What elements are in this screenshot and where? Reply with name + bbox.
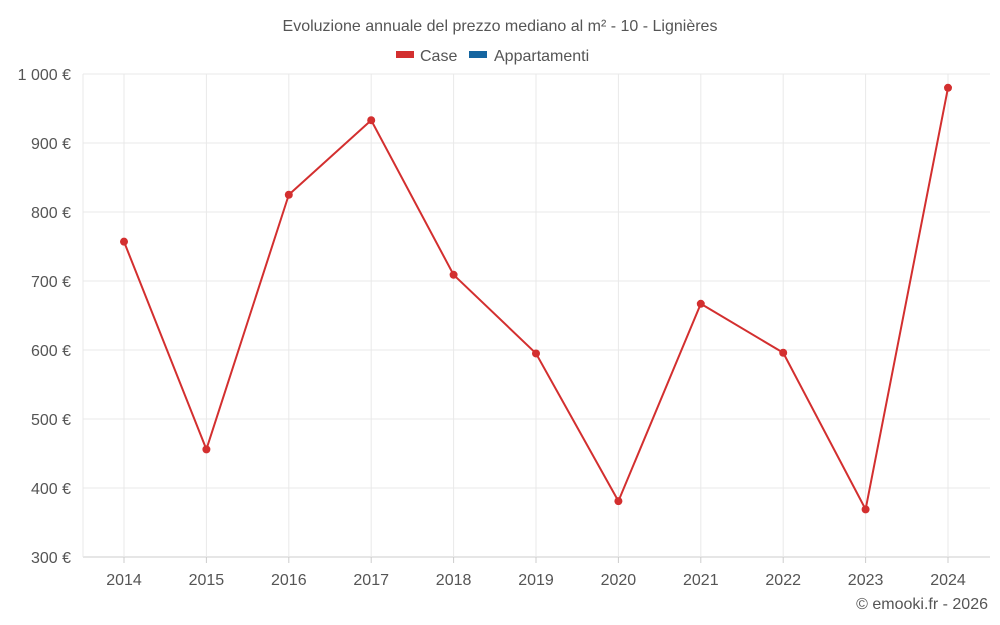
chart-title: Evoluzione annuale del prezzo mediano al…: [283, 18, 718, 35]
y-tick-label: 900 €: [31, 136, 71, 153]
x-tick-label: 2015: [189, 572, 225, 589]
data-point-2020[interactable]: [614, 497, 623, 506]
x-tick-label: 2019: [518, 572, 554, 589]
y-tick-label: 800 €: [31, 205, 71, 222]
x-tick-label: 2017: [353, 572, 389, 589]
y-tick-label: 500 €: [31, 412, 71, 429]
data-point-2022[interactable]: [779, 348, 788, 357]
data-point-2024[interactable]: [944, 83, 952, 92]
x-tick-label: 2020: [601, 572, 637, 589]
x-tick-label: 2014: [106, 572, 142, 589]
data-point-2014[interactable]: [120, 237, 128, 246]
legend-swatch: [396, 51, 414, 58]
legend-label: Appartamenti: [494, 48, 589, 65]
legend-label: Case: [420, 48, 457, 65]
x-tick-label: 2023: [848, 572, 884, 589]
grid-lines: [82, 73, 990, 558]
x-tick-label: 2021: [683, 572, 719, 589]
data-point-2016[interactable]: [284, 190, 293, 199]
legend-item-2[interactable]: Appartamenti: [469, 48, 589, 65]
x-tick-label: 2022: [765, 572, 801, 589]
y-tick-label: 300 €: [31, 550, 71, 567]
legend-item-1[interactable]: Case: [396, 48, 457, 65]
data-point-2018[interactable]: [449, 270, 458, 279]
y-tick-label: 700 €: [31, 274, 71, 291]
y-tick-label: 1 000 €: [18, 67, 71, 84]
credit-text: © emooki.fr - 2026: [856, 596, 988, 613]
y-tick-label: 600 €: [31, 343, 71, 360]
x-tick-label: 2016: [271, 572, 307, 589]
data-point-2017[interactable]: [367, 116, 376, 125]
y-tick-label: 400 €: [31, 481, 71, 498]
chart-legend: Case Appartamenti: [396, 48, 589, 65]
data-point-2015[interactable]: [202, 445, 211, 454]
legend-swatch: [469, 51, 487, 58]
x-tick-label: 2018: [436, 572, 472, 589]
y-axis-ticks: 300 € 400 € 500 € 600 € 700 € 800 € 900 € 1 000…: [18, 67, 71, 567]
x-tick-label: 2024: [930, 572, 966, 589]
x-axis: 2014 2015 2016 2017 2018 2019 2020 2021 2022 2023…: [106, 557, 966, 589]
series-layer: [120, 83, 952, 514]
data-point-2019[interactable]: [532, 349, 540, 358]
data-point-2021[interactable]: [696, 299, 705, 308]
data-point-2023[interactable]: [861, 505, 870, 514]
